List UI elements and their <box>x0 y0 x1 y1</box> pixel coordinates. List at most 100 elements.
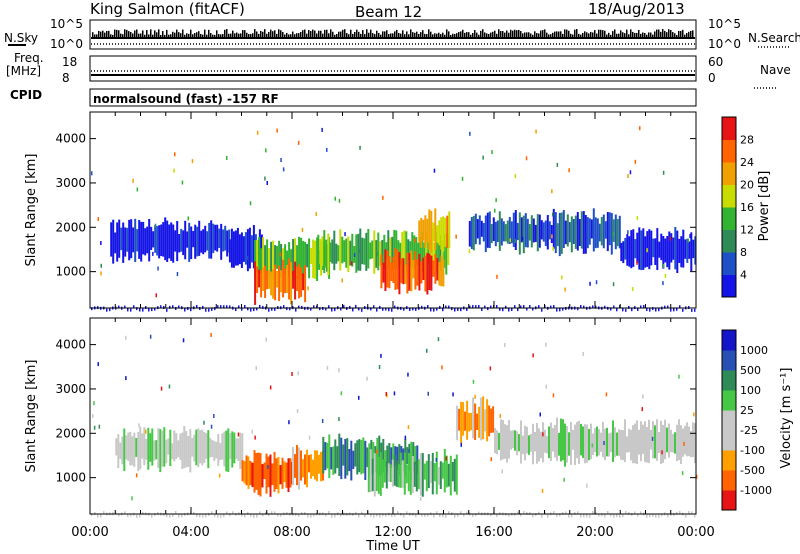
ground-scatter-cell <box>376 308 378 312</box>
sparse-echo <box>92 414 94 418</box>
echo-cell <box>369 449 372 493</box>
echo-cell <box>137 432 140 472</box>
ground-scatter-cell <box>403 514 405 518</box>
sparse-echo <box>681 471 684 476</box>
ground-scatter-cell <box>523 305 525 308</box>
ground-scatter-cell <box>136 514 138 518</box>
echo-cell <box>638 429 640 455</box>
echo-cell <box>616 218 619 247</box>
ground-scatter-cell <box>619 514 621 518</box>
sparse-echo <box>695 474 698 479</box>
echo-cell <box>666 427 668 453</box>
echo-cell <box>644 421 646 462</box>
ground-scatter-cell <box>505 305 507 309</box>
nsky-bar <box>276 33 278 38</box>
echo-cell <box>254 240 257 278</box>
nsky-bar <box>120 33 122 38</box>
nsky-bar <box>588 33 590 38</box>
ground-scatter-cell <box>616 308 618 312</box>
nsky-bar <box>648 32 650 38</box>
colorbar-tick-label: -1000 <box>740 484 772 497</box>
echo-cell <box>228 239 231 263</box>
echo-cell <box>281 457 284 489</box>
ground-scatter-cell <box>568 514 570 518</box>
ground-scatter-cell <box>622 514 624 518</box>
nsky-bar <box>360 33 362 38</box>
ground-scatter-cell <box>640 511 642 515</box>
ground-scatter-cell <box>523 511 525 514</box>
echo-cell <box>294 454 296 478</box>
nsky-bar <box>228 33 230 38</box>
echo-cell <box>302 273 305 291</box>
echo-cell <box>384 249 387 291</box>
nsky-bar <box>156 32 158 38</box>
nsky-bar <box>478 34 480 38</box>
ground-scatter-cell <box>646 514 648 518</box>
echo-cell <box>199 430 202 464</box>
echo-cell <box>372 442 375 474</box>
echo-cell <box>364 440 367 480</box>
echo-cell <box>399 452 402 488</box>
sparse-echo <box>380 353 382 358</box>
cpid-panel <box>89 88 697 107</box>
echo-cell <box>383 234 386 269</box>
echo-cell <box>680 236 683 268</box>
echo-cell <box>688 241 691 259</box>
nsky-bar <box>358 31 360 38</box>
nsky-bar <box>286 32 288 38</box>
ground-scatter-cell <box>442 308 444 312</box>
echo-cell <box>308 238 311 279</box>
echo-cell <box>148 219 151 262</box>
nsky-bar <box>150 29 152 38</box>
sparse-echo <box>646 248 648 253</box>
y-tick-label: 3000 <box>55 382 86 396</box>
echo-cell <box>234 230 237 266</box>
ground-scatter-cell <box>694 514 696 518</box>
echo-cell <box>265 453 268 494</box>
sparse-echo <box>218 473 221 478</box>
noise-tick-high-left: 10^5 <box>50 17 83 31</box>
echo-cell <box>292 447 294 486</box>
sparse-echo <box>93 401 95 406</box>
nsky-bar <box>488 34 490 38</box>
echo-cell <box>434 254 437 284</box>
echo-cell <box>510 430 512 450</box>
echo-cell <box>419 453 422 496</box>
echo-cell <box>548 426 550 459</box>
echo-cell <box>608 212 611 246</box>
nsky-bar <box>346 33 348 38</box>
echo-cell <box>484 215 487 253</box>
sparse-echo <box>376 449 378 454</box>
nsky-bar <box>646 34 648 38</box>
ground-scatter-cell <box>577 511 579 515</box>
echo-cell <box>570 421 572 465</box>
ground-scatter-cell <box>196 305 198 308</box>
echo-cell <box>242 236 245 262</box>
sparse-echo <box>426 348 428 353</box>
nsky-bar <box>308 30 310 38</box>
nave-tick-high: 60 <box>708 55 723 69</box>
echo-cell <box>440 255 443 287</box>
ground-scatter-cell <box>607 511 609 514</box>
echo-cell <box>516 222 519 241</box>
nsky-bar <box>426 34 428 38</box>
echo-cell <box>394 248 397 290</box>
ground-scatter-cell <box>604 514 606 518</box>
sparse-echo <box>176 272 179 276</box>
echo-cell <box>562 210 565 248</box>
echo-cell <box>445 233 448 275</box>
nsky-bar <box>122 34 124 38</box>
power-colorbar-label: Power [dB] <box>757 171 772 242</box>
ground-scatter-cell <box>250 308 252 312</box>
echo-cell <box>277 456 280 494</box>
ground-scatter-cell <box>517 511 519 515</box>
date-title: 18/Aug/2013 <box>588 0 685 18</box>
nsky-bar <box>246 32 248 38</box>
noise-panel <box>89 19 697 50</box>
echo-cell <box>522 435 524 455</box>
nsky-bar <box>302 30 304 38</box>
echo-cell <box>624 237 627 260</box>
echo-cell <box>630 230 633 269</box>
echo-cell <box>401 232 404 274</box>
echo-cell <box>405 464 408 484</box>
